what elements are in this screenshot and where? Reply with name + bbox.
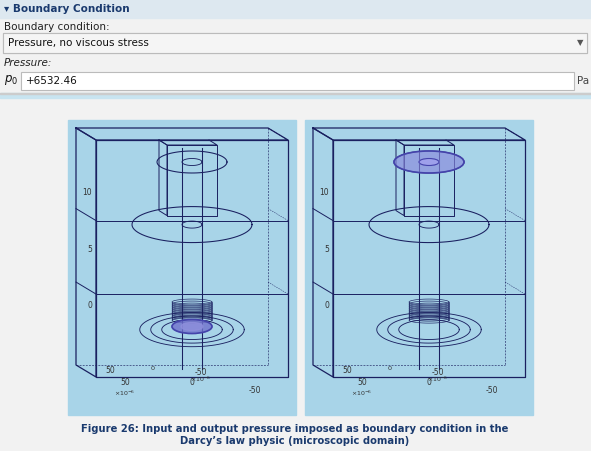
Text: 0: 0 [151, 366, 155, 371]
Bar [0, 93, 591, 98]
Text: $\times10^{-6}$: $\times10^{-6}$ [190, 375, 212, 384]
Ellipse shape [419, 158, 439, 166]
Ellipse shape [181, 322, 203, 331]
Text: $\times10^{-6}$: $\times10^{-6}$ [427, 375, 449, 384]
Text: Pressure:: Pressure: [4, 58, 53, 68]
Text: 50: 50 [120, 378, 129, 387]
Text: $\times10^{-6}$: $\times10^{-6}$ [351, 389, 372, 398]
Text: Darcy’s law physic (microscopic domain): Darcy’s law physic (microscopic domain) [180, 436, 410, 446]
Bar [3, 33, 587, 53]
Text: Pressure, no viscous stress: Pressure, no viscous stress [8, 38, 149, 48]
Text: 50: 50 [106, 366, 115, 375]
Bar [3, 33, 587, 53]
Bar [0, 0, 591, 18]
Text: +6532.46: +6532.46 [26, 76, 78, 86]
Text: ▼: ▼ [576, 38, 583, 47]
Text: 0: 0 [87, 301, 92, 310]
Text: 0: 0 [324, 301, 329, 310]
Text: 10: 10 [319, 188, 329, 197]
Text: Pa: Pa [577, 76, 589, 86]
Text: 5: 5 [324, 244, 329, 253]
Text: -50: -50 [486, 386, 499, 395]
Text: -50: -50 [431, 368, 444, 377]
Text: 0: 0 [427, 378, 431, 387]
Text: $p_0$: $p_0$ [4, 73, 18, 87]
Bar [21, 72, 574, 90]
Bar [0, 93, 591, 94]
Ellipse shape [394, 151, 464, 173]
Text: 50: 50 [343, 366, 352, 375]
Text: 0: 0 [388, 366, 392, 371]
Text: $\times10^{-6}$: $\times10^{-6}$ [114, 389, 135, 398]
Bar [68, 120, 296, 415]
Text: ▾ Boundary Condition: ▾ Boundary Condition [4, 4, 129, 14]
Text: -50: -50 [194, 368, 207, 377]
Ellipse shape [172, 319, 212, 333]
Text: 5: 5 [87, 244, 92, 253]
Text: Boundary condition:: Boundary condition: [4, 22, 109, 32]
Text: 10: 10 [82, 188, 92, 197]
Bar [305, 120, 533, 415]
Text: 50: 50 [357, 378, 366, 387]
Text: Figure 26: Input and output pressure imposed as boundary condition in the: Figure 26: Input and output pressure imp… [82, 424, 509, 434]
Text: 0: 0 [190, 378, 194, 387]
Text: -50: -50 [249, 386, 262, 395]
